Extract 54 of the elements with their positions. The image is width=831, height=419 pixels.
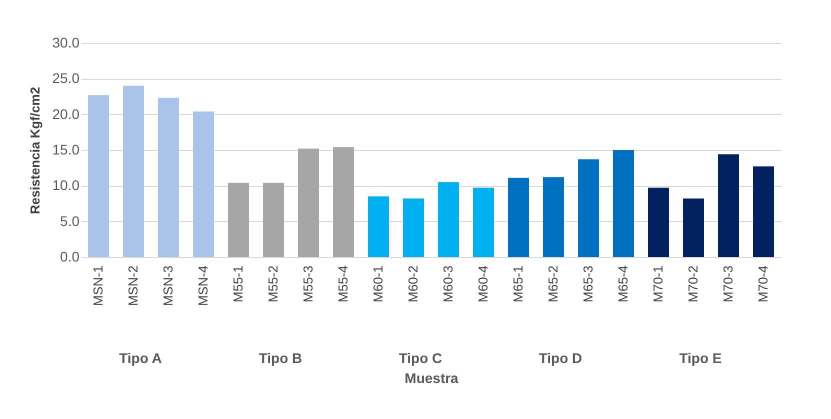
x-tick-label: M55-1 xyxy=(230,266,246,302)
bar xyxy=(193,111,214,257)
x-tick-label: M60-4 xyxy=(476,266,490,302)
bar xyxy=(263,182,284,257)
text: Tipo A xyxy=(119,350,162,366)
bar xyxy=(578,159,599,257)
bar xyxy=(648,188,669,257)
y-tick-label: 10.0 xyxy=(52,177,80,194)
bar xyxy=(333,147,354,257)
x-tick-label: M60-3 xyxy=(440,266,456,302)
text: Tipo D xyxy=(538,350,582,366)
bar xyxy=(88,95,109,257)
bar xyxy=(158,98,179,257)
text: Tipo C xyxy=(398,350,442,366)
x-tick-label: M65-2 xyxy=(546,266,560,302)
y-tick-label: 0.0 xyxy=(60,248,80,264)
x-tick-label: M65-4 xyxy=(616,266,630,302)
x-tick-label: M70-2 xyxy=(686,266,700,302)
bar xyxy=(123,86,144,257)
bar xyxy=(543,177,564,257)
y-tick-label: 20.0 xyxy=(52,106,80,122)
bar xyxy=(718,154,739,257)
bar xyxy=(473,188,494,257)
text: Tipo B xyxy=(258,350,302,366)
bar xyxy=(368,196,389,257)
x-tick-label: MSN-2 xyxy=(126,266,140,306)
bar xyxy=(438,182,459,257)
x-tick-label: M70-1 xyxy=(650,266,666,302)
text: Tipo E xyxy=(679,350,722,366)
x-tick-label: M60-1 xyxy=(370,266,386,302)
bar xyxy=(613,150,634,257)
x-tick-label: MSN-4 xyxy=(196,266,210,306)
x-tick-label: M55-3 xyxy=(300,266,316,302)
y-tick-label: 15.0 xyxy=(52,142,80,158)
x-tick-label: M55-2 xyxy=(266,266,280,302)
x-tick-label: M70-4 xyxy=(756,266,770,302)
bar xyxy=(508,178,529,257)
y-tick-label: 5.0 xyxy=(60,212,80,229)
x-tick-label: M65-3 xyxy=(580,266,596,302)
x-tick-label: M60-2 xyxy=(406,266,420,302)
bar xyxy=(683,198,704,257)
y-axis-title: Resistencia Kgf/cm2 xyxy=(27,86,42,214)
x-axis-title: Muestra xyxy=(404,370,459,386)
bar xyxy=(228,182,249,257)
x-tick-label: M55-4 xyxy=(336,266,350,302)
x-tick-label: MSN-1 xyxy=(90,266,106,306)
bar xyxy=(298,148,319,257)
x-tick-label: M70-3 xyxy=(720,266,736,302)
y-tick-label: 25.0 xyxy=(52,70,80,86)
bar xyxy=(753,166,774,257)
y-tick-label: 30.0 xyxy=(52,34,80,50)
bar xyxy=(403,198,424,257)
x-tick-label: MSN-3 xyxy=(160,266,176,306)
x-tick-label: M65-1 xyxy=(510,266,526,302)
